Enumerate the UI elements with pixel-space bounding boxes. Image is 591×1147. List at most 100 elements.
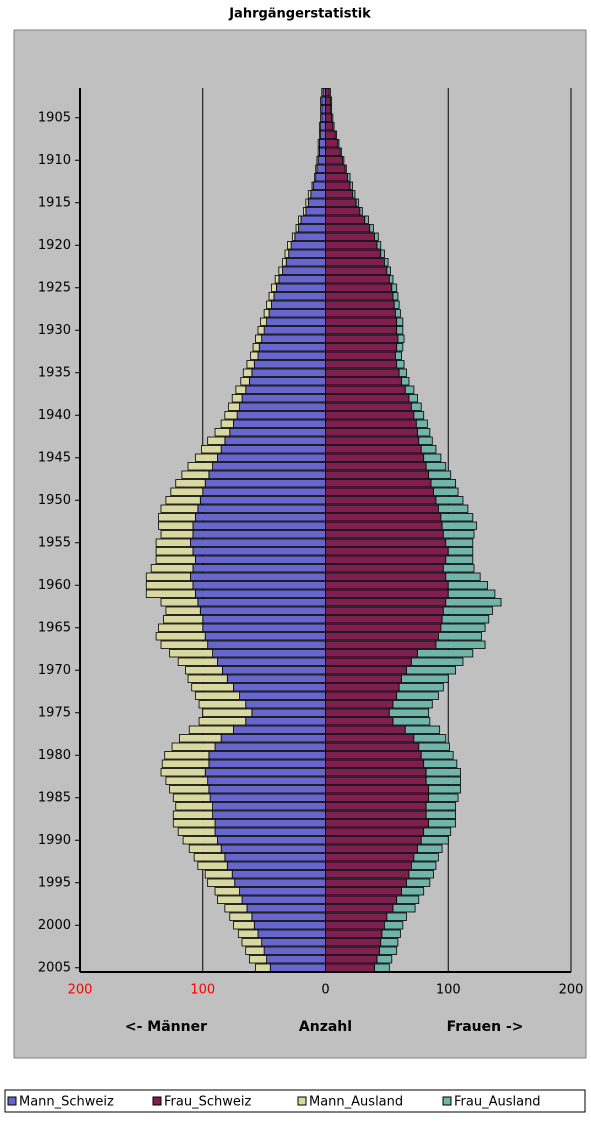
- bar: [164, 751, 210, 760]
- bar: [207, 436, 226, 445]
- bar: [194, 589, 326, 598]
- bar: [325, 360, 398, 369]
- bar: [307, 198, 326, 207]
- legend-swatch: [442, 1096, 452, 1106]
- bar: [325, 878, 407, 887]
- bar: [325, 887, 403, 896]
- bar: [325, 921, 385, 930]
- bar: [253, 360, 326, 369]
- bar: [171, 742, 216, 751]
- bar: [318, 147, 326, 156]
- bar: [273, 292, 326, 301]
- bar: [245, 700, 326, 709]
- bar: [214, 819, 326, 828]
- bar: [161, 759, 210, 768]
- bar: [295, 224, 299, 233]
- bar: [325, 615, 443, 624]
- bar: [245, 385, 326, 394]
- bar: [158, 521, 194, 530]
- bar: [392, 292, 399, 301]
- bar: [325, 717, 394, 726]
- bar: [220, 419, 234, 428]
- bar: [317, 139, 320, 148]
- bar: [397, 334, 405, 343]
- bar: [229, 912, 253, 921]
- y-tick-label: 1970: [38, 663, 71, 678]
- bar: [392, 700, 433, 709]
- bar: [197, 861, 228, 870]
- bar: [310, 190, 326, 199]
- bar: [268, 309, 326, 318]
- bar: [298, 215, 302, 224]
- bar: [255, 963, 271, 972]
- bar: [440, 513, 474, 522]
- bar: [347, 173, 351, 182]
- bar: [241, 394, 326, 403]
- bar: [374, 232, 379, 241]
- bar: [145, 589, 196, 598]
- bar: [325, 649, 418, 658]
- bar: [325, 275, 390, 284]
- bar: [169, 785, 210, 794]
- y-tick-label: 1990: [38, 833, 71, 848]
- bar: [325, 445, 422, 454]
- bar: [325, 963, 375, 972]
- bar: [317, 156, 326, 165]
- bar: [325, 521, 443, 530]
- bar: [188, 844, 222, 853]
- bar: [231, 394, 243, 403]
- bar: [355, 198, 360, 207]
- bar: [229, 428, 326, 437]
- bar: [386, 912, 407, 921]
- bar: [185, 666, 223, 675]
- bar: [339, 147, 342, 156]
- bar: [158, 623, 204, 632]
- bar: [190, 538, 326, 547]
- bar: [212, 810, 326, 819]
- bar: [325, 156, 344, 165]
- bar: [202, 615, 326, 624]
- bar: [325, 351, 396, 360]
- bar: [328, 88, 331, 97]
- bar: [352, 190, 356, 199]
- bar: [314, 173, 317, 182]
- bar: [325, 266, 388, 275]
- bar: [192, 564, 326, 573]
- bar: [364, 215, 369, 224]
- bar: [266, 955, 326, 964]
- bar: [325, 802, 427, 811]
- bar: [325, 640, 437, 649]
- bar: [325, 768, 427, 777]
- bar: [413, 734, 447, 743]
- bar: [325, 589, 449, 598]
- bar: [325, 785, 430, 794]
- bar: [251, 912, 326, 921]
- bar: [177, 657, 218, 666]
- bar: [396, 343, 404, 352]
- bar: [392, 904, 416, 913]
- bar: [234, 878, 326, 887]
- bar: [274, 275, 280, 284]
- bar: [380, 249, 385, 258]
- bar: [163, 615, 204, 624]
- bar: [160, 598, 199, 607]
- bar: [287, 241, 292, 250]
- bar: [214, 887, 240, 896]
- bar: [325, 938, 382, 947]
- bar: [325, 173, 348, 182]
- bar: [237, 929, 259, 938]
- bar: [325, 207, 361, 216]
- bar: [325, 122, 334, 131]
- bar: [428, 793, 459, 802]
- bar: [325, 606, 444, 615]
- bar: [398, 683, 444, 692]
- annotation: <- Männer: [125, 1019, 207, 1035]
- bar: [175, 479, 206, 488]
- bar: [239, 402, 326, 411]
- bar: [332, 122, 335, 131]
- y-tick-label: 1935: [38, 365, 71, 380]
- bar: [246, 360, 255, 369]
- bar: [320, 105, 323, 114]
- bar: [251, 708, 326, 717]
- bar: [396, 691, 439, 700]
